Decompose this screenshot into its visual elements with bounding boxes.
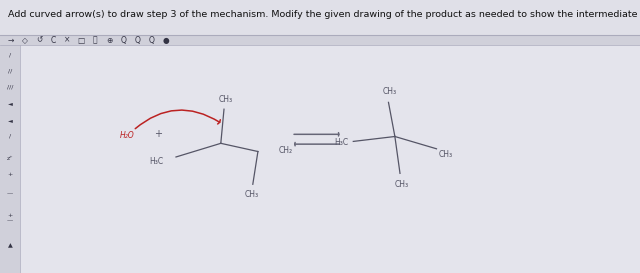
- Text: /: /: [9, 134, 12, 139]
- Text: CH₃: CH₃: [383, 87, 397, 96]
- Text: +: +: [154, 129, 162, 139]
- Text: //: //: [8, 69, 12, 73]
- Text: H₃C: H₃C: [149, 157, 163, 165]
- Text: /: /: [9, 52, 12, 57]
- Text: CH₃: CH₃: [219, 95, 233, 104]
- Bar: [20, 45, 640, 273]
- Text: CH₃: CH₃: [244, 190, 259, 199]
- Text: +: +: [8, 172, 13, 177]
- Text: ↺: ↺: [36, 36, 42, 44]
- Text: H₃C: H₃C: [335, 138, 349, 147]
- Text: z⁺: z⁺: [7, 156, 13, 161]
- Text: —: —: [7, 191, 13, 196]
- Text: Add curved arrow(s) to draw step 3 of the mechanism. Modify the given drawing of: Add curved arrow(s) to draw step 3 of th…: [8, 10, 640, 19]
- Text: ◄: ◄: [8, 118, 13, 123]
- Text: ⊕: ⊕: [106, 36, 113, 44]
- Text: ◇: ◇: [22, 36, 28, 44]
- Bar: [0, 35, 640, 45]
- Text: +
—: + —: [7, 213, 13, 224]
- Text: C: C: [51, 36, 56, 44]
- Text: □: □: [77, 36, 85, 44]
- Bar: [0, 45, 20, 273]
- Text: ▲: ▲: [8, 243, 13, 248]
- Text: CH₃: CH₃: [394, 180, 408, 189]
- Text: CH₂: CH₂: [279, 146, 293, 155]
- Text: Q: Q: [134, 36, 141, 44]
- Text: Q: Q: [120, 36, 127, 44]
- Text: →: →: [8, 36, 14, 44]
- Text: ◄: ◄: [8, 101, 13, 106]
- Text: Q: Q: [148, 36, 155, 44]
- Text: ×: ×: [64, 36, 70, 44]
- Text: CH₃: CH₃: [438, 150, 452, 159]
- Text: H₂O: H₂O: [119, 132, 134, 140]
- Text: ●: ●: [163, 36, 169, 44]
- Text: ///: ///: [7, 85, 13, 90]
- Text: ⬜: ⬜: [93, 36, 98, 44]
- Bar: [0, 35, 640, 273]
